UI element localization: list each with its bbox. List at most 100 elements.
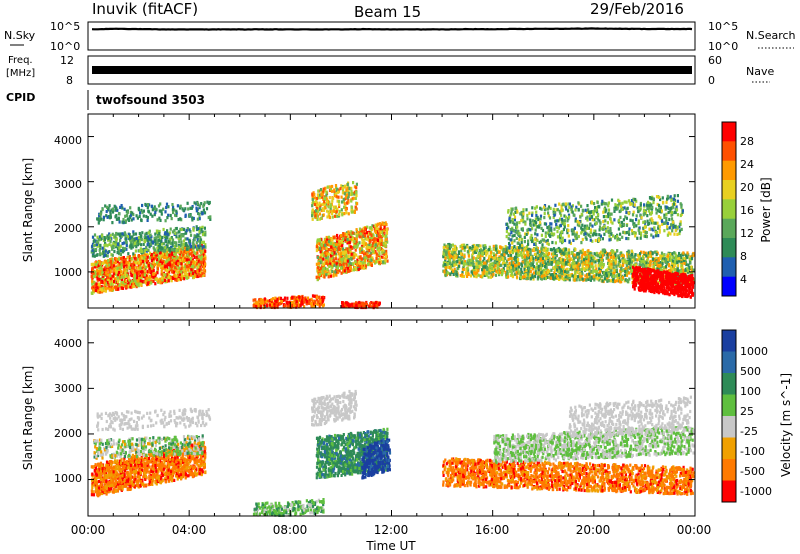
echo-cell <box>274 297 276 300</box>
echo-cell <box>164 273 166 276</box>
echo-cell <box>175 210 177 213</box>
echo-cell <box>124 237 126 240</box>
echo-cell <box>331 212 333 215</box>
echo-cell <box>323 188 325 191</box>
echo-cell <box>201 255 203 258</box>
echo-cell <box>314 301 316 304</box>
noise-sky-line <box>92 28 692 29</box>
echo-cell <box>204 201 206 204</box>
echo-cell <box>104 281 106 284</box>
echo-cell <box>129 266 131 269</box>
echo-cell <box>354 211 356 214</box>
echo-cell <box>346 193 348 196</box>
echo-cell <box>133 267 135 270</box>
freq-tick-bottom: 8 <box>66 74 73 87</box>
echo-cell <box>318 262 320 265</box>
echo-cell <box>131 243 133 246</box>
echo-cell <box>322 258 324 261</box>
echo-cell <box>183 277 185 280</box>
echo-cell <box>120 257 122 260</box>
echo-cell <box>332 216 334 219</box>
echo-cell <box>185 250 187 253</box>
echo-cell <box>340 267 342 270</box>
echo-cell <box>118 217 120 220</box>
echo-cell <box>345 208 347 211</box>
echo-cell <box>197 234 199 237</box>
echo-cell <box>179 259 181 262</box>
freq-tick-top: 12 <box>60 54 74 67</box>
echo-cell <box>138 254 140 257</box>
echo-cell <box>122 232 124 235</box>
echo-cell <box>204 211 206 214</box>
echo-cell <box>170 228 172 231</box>
echo-cell <box>135 249 137 252</box>
echo-cell <box>331 252 333 255</box>
echo-cell <box>163 250 165 253</box>
echo-cell <box>132 252 134 255</box>
echo-cell <box>341 272 343 275</box>
echo-cell <box>336 243 338 246</box>
echo-cell <box>367 255 369 258</box>
echo-cell <box>112 287 114 290</box>
echo-cell <box>364 234 366 237</box>
echo-cell <box>445 257 447 260</box>
echo-cell <box>328 212 330 215</box>
echo-cell <box>254 298 256 301</box>
echo-cell <box>155 256 157 259</box>
echo-cell <box>382 261 384 264</box>
noise-panel: N.Sky 10^5 10^0 10^5 10^0 N.Search <box>4 20 796 53</box>
echo-cell <box>99 288 101 291</box>
echo-cell <box>345 258 347 261</box>
echo-cell <box>146 259 148 262</box>
echo-cell <box>203 245 205 248</box>
echo-cell <box>384 226 386 229</box>
echo-cell <box>378 242 380 245</box>
echo-cell <box>345 211 347 214</box>
echo-cell <box>386 228 388 231</box>
echo-cell <box>671 252 673 255</box>
echo-cell <box>353 240 355 243</box>
echo-cell <box>325 240 327 243</box>
echo-cell <box>202 205 204 208</box>
echo-cell <box>260 301 262 304</box>
echo-cell <box>337 191 339 194</box>
echo-cell <box>311 193 313 196</box>
echo-cell <box>368 249 370 252</box>
echo-cell <box>280 297 282 300</box>
echo-cell <box>372 250 374 253</box>
power-heatmap <box>91 181 695 309</box>
echo-cell <box>113 246 115 249</box>
echo-cell <box>171 203 173 206</box>
echo-cell <box>361 241 363 244</box>
echo-cell <box>385 259 387 262</box>
echo-cell <box>339 187 341 190</box>
echo-cell <box>143 239 145 242</box>
echo-cell <box>203 266 205 269</box>
echo-cell <box>123 265 125 268</box>
echo-cell <box>146 232 148 235</box>
echo-cell <box>356 228 358 231</box>
echo-cell <box>95 289 97 292</box>
date-title: 29/Feb/2016 <box>590 0 684 18</box>
echo-cell <box>141 256 143 259</box>
echo-cell <box>355 191 357 194</box>
echo-cell <box>190 257 192 260</box>
echo-cell <box>333 259 335 262</box>
echo-cell <box>328 275 330 278</box>
echo-cell <box>361 238 363 241</box>
echo-cell <box>171 217 173 220</box>
echo-cell <box>325 194 327 197</box>
echo-cell <box>339 248 341 251</box>
echo-cell <box>138 261 140 264</box>
echo-cell <box>317 239 319 242</box>
echo-cell <box>109 274 111 277</box>
echo-cell <box>317 266 319 269</box>
echo-cell <box>115 238 117 241</box>
echo-cell <box>113 280 115 283</box>
echo-cell <box>596 273 598 276</box>
echo-cell <box>355 194 357 197</box>
echo-cell <box>161 213 163 216</box>
echo-cell <box>189 228 191 231</box>
echo-cell <box>158 263 160 266</box>
echo-cell <box>104 260 106 263</box>
